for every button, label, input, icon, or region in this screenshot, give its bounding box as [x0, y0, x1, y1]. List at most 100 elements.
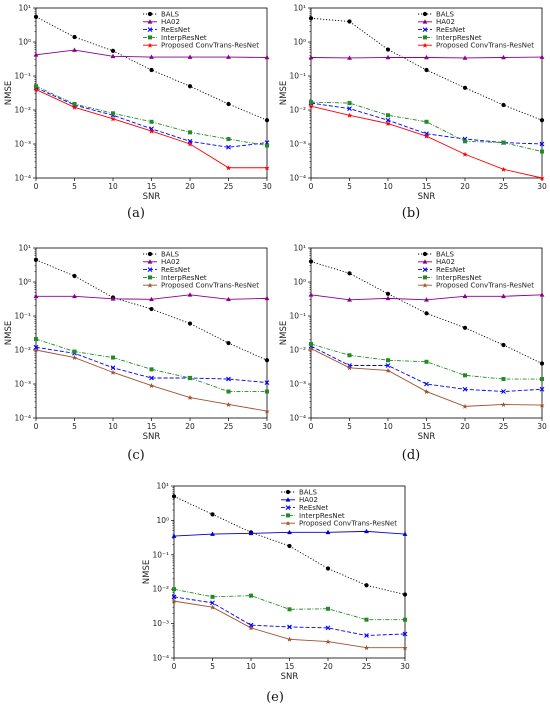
panel-caption-e: (e): [266, 690, 284, 705]
data-point: [326, 606, 330, 611]
y-tick-label: 10⁻⁴: [289, 174, 306, 183]
data-point: [110, 296, 116, 301]
data-point: [187, 292, 193, 297]
legend-label: InterpResNet: [299, 512, 345, 520]
legend-label: HA02: [161, 18, 180, 26]
y-tick-label: 10⁰: [293, 38, 306, 47]
legend-label: Proposed ConvTrans-ResNet: [436, 282, 534, 290]
x-tick-label: 25: [224, 182, 234, 191]
x-axis-title: SNR: [418, 432, 436, 442]
y-axis-title: NMSE: [4, 321, 14, 345]
data-point: [149, 119, 154, 124]
data-point: [110, 365, 116, 371]
data-point: [226, 144, 231, 150]
y-axis-title: NMSE: [279, 81, 289, 105]
legend-label: BALS: [436, 250, 454, 258]
data-point: [424, 67, 429, 73]
data-point: [347, 271, 352, 276]
series-interpresnet: [34, 84, 269, 148]
y-tick-label: 10⁻³: [289, 380, 306, 389]
y-tick-label: 10⁰: [156, 516, 169, 525]
legend-marker: [285, 489, 291, 495]
data-point: [385, 363, 391, 368]
data-point: [501, 389, 506, 394]
series-proposed-convtrans-resnet: [33, 347, 270, 414]
y-tick-label: 10⁻¹: [14, 312, 31, 321]
data-point: [210, 512, 215, 517]
series-ha02: [33, 47, 270, 60]
x-tick-label: 5: [347, 182, 352, 191]
data-point: [149, 306, 154, 312]
x-tick-label: 15: [422, 182, 432, 191]
data-point: [539, 292, 545, 297]
x-tick-label: 15: [285, 662, 295, 671]
data-point: [385, 295, 391, 301]
data-point: [501, 54, 506, 60]
data-point: [462, 325, 468, 330]
x-tick-label: 15: [147, 182, 157, 191]
data-point: [249, 593, 253, 598]
legend-marker: [147, 19, 153, 24]
series-ha02: [171, 528, 408, 538]
x-tick-label: 0: [309, 422, 314, 431]
legend-label: BALS: [161, 250, 179, 258]
data-point: [171, 594, 177, 600]
chart-panel-e: 0 5 10 15 20 25 30 10⁻⁴ 10⁻³ 10⁻² 10⁻¹ 10⁰ 10¹ SNR NMS…: [138, 478, 413, 710]
data-point: [210, 531, 215, 536]
legend-marker: [422, 19, 428, 24]
legend-marker: [423, 35, 427, 40]
data-point: [111, 355, 115, 360]
x-tick-label: 25: [362, 662, 372, 671]
legend-label: InterpResNet: [436, 34, 482, 42]
x-tick-label: 20: [185, 422, 195, 431]
series-line: [35, 85, 268, 147]
legend-label: HA02: [299, 496, 318, 504]
legend-marker: [422, 11, 428, 17]
x-tick-label: 0: [309, 182, 314, 191]
data-point: [110, 369, 116, 375]
data-point: [149, 67, 154, 73]
data-point: [540, 377, 544, 382]
data-point: [424, 54, 429, 60]
data-point: [347, 112, 352, 118]
data-point: [226, 54, 231, 59]
y-tick-label: 10⁻⁴: [14, 174, 31, 183]
data-point: [226, 340, 231, 346]
data-point: [347, 365, 352, 371]
y-tick-label: 10⁻²: [289, 106, 306, 115]
x-tick-label: 30: [537, 182, 547, 191]
legend-marker: [147, 259, 153, 264]
x-tick-label: 20: [323, 662, 333, 671]
y-tick-label: 10⁰: [293, 278, 306, 287]
plot-frame: [310, 7, 543, 179]
chart-panel-b: 0 5 10 15 20 25 30 10⁻⁴ 10⁻³ 10⁻² 10⁻¹ 10⁰ 10¹ SNR NMS…: [275, 0, 550, 240]
data-point: [308, 292, 314, 297]
data-point: [287, 607, 292, 612]
data-point: [226, 101, 231, 107]
data-point: [149, 54, 154, 59]
y-tick-label: 10⁻²: [14, 346, 31, 355]
chart-svg-a: 0 5 10 15 20 25 30 10⁻⁴ 10⁻³ 10⁻² 10⁻¹ 10⁰ 10¹ SNR NMS…: [4, 4, 272, 203]
legend-label: HA02: [161, 258, 180, 266]
x-axis-title: SNR: [143, 432, 161, 442]
series-line: [310, 348, 543, 407]
series-line: [35, 87, 268, 148]
legend-label: InterpResNet: [161, 274, 207, 282]
legend-marker: [148, 35, 152, 40]
legend-label: ReEsNet: [161, 26, 190, 34]
x-tick-label: 10: [108, 422, 118, 431]
y-tick-label: 10⁻¹: [14, 72, 31, 81]
data-point: [386, 113, 390, 118]
chart-svg-b: 0 5 10 15 20 25 30 10⁻⁴ 10⁻³ 10⁻² 10⁻¹ 10⁰ 10¹ SNR NMS…: [279, 4, 547, 203]
x-tick-label: 5: [72, 422, 77, 431]
data-point: [462, 386, 468, 392]
legend-label: Proposed ConvTrans-ResNet: [436, 42, 534, 50]
legend-label: HA02: [436, 18, 455, 26]
data-point: [110, 48, 116, 53]
data-point: [424, 359, 429, 364]
series-proposed-convtrans-resnet: [171, 598, 408, 651]
x-tick-label: 10: [383, 182, 393, 191]
x-tick-label: 0: [34, 422, 39, 431]
data-point: [364, 528, 369, 534]
